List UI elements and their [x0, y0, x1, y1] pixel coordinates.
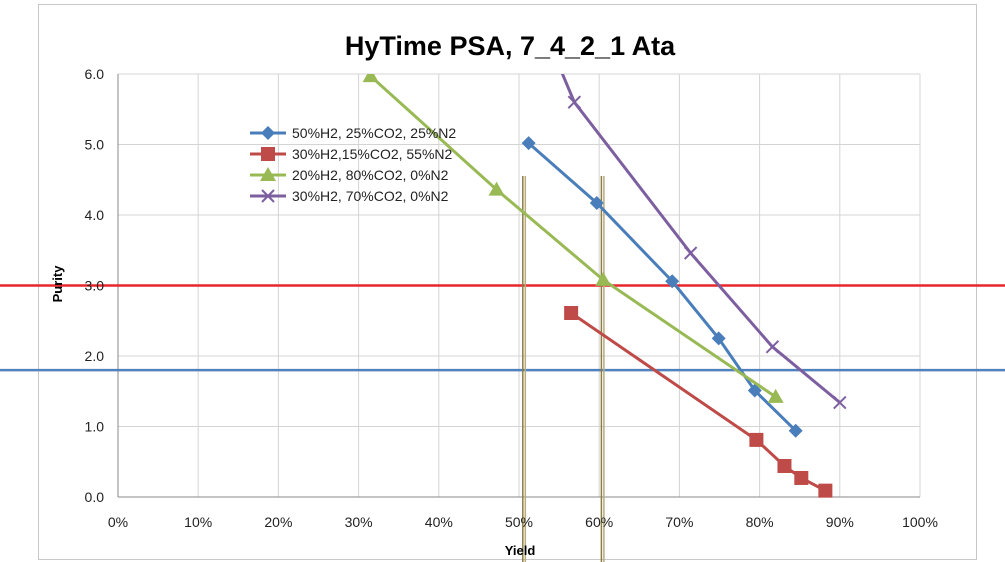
y-tick-label: 5.0	[85, 137, 105, 153]
legend-swatch-marker	[261, 126, 275, 140]
chart-title: HyTime PSA, 7_4_2_1 Ata	[345, 31, 676, 61]
legend-swatch-marker-stroke	[261, 189, 275, 203]
data-point-stroke	[765, 340, 780, 354]
data-point	[767, 388, 784, 403]
x-axis-label: Yield	[505, 543, 536, 558]
data-point	[589, 196, 604, 211]
data-point	[488, 181, 505, 196]
y-tick-label: 0.0	[85, 489, 105, 505]
data-point-stroke	[833, 395, 847, 410]
x-tick-label: 100%	[902, 514, 938, 530]
y-axis-label: Purity	[50, 265, 65, 303]
y-tick-label: 3.0	[85, 278, 105, 294]
data-point	[362, 74, 379, 83]
data-point	[777, 458, 792, 473]
x-tick-label: 70%	[665, 514, 693, 530]
legend-entry-label: 20%H2, 80%CO2, 0%N2	[292, 167, 449, 183]
chart-frame	[38, 4, 977, 560]
legend-swatch-marker	[260, 167, 276, 181]
data-point	[788, 423, 803, 438]
data-point	[595, 271, 612, 286]
x-tick-label: 20%	[264, 514, 292, 530]
legend: 50%H2, 25%CO2, 25%N2 30%H2,15%CO2, 55%N2 2…	[250, 125, 456, 204]
legend-entry-label: 50%H2, 25%CO2, 25%N2	[292, 125, 456, 141]
x-tick-label: 30%	[345, 514, 373, 530]
series-line	[527, 141, 797, 432]
data-point	[564, 305, 579, 320]
y-tick-label: 4.0	[85, 207, 105, 223]
data-point-stroke	[683, 246, 698, 260]
data-point	[521, 136, 536, 151]
tick-labels-layer: 0% 10% 20% 30% 40% 50% 60% 70% 80% 90% 100% 0.0 1.0 2…	[85, 66, 938, 530]
y-tick-label: 6.0	[85, 66, 105, 82]
data-point	[567, 95, 582, 109]
series-line	[560, 74, 841, 404]
data-point	[749, 432, 764, 447]
y-tick-label: 2.0	[85, 348, 105, 364]
x-tick-label: 90%	[826, 514, 854, 530]
data-point	[833, 395, 847, 410]
x-tick-label: 80%	[746, 514, 774, 530]
x-tick-label: 50%	[505, 514, 533, 530]
legend-swatch-marker	[261, 189, 275, 203]
x-tick-label: 60%	[585, 514, 613, 530]
x-tick-label: 40%	[425, 514, 453, 530]
legend-swatch-marker	[261, 147, 275, 161]
data-point	[765, 340, 780, 354]
data-point	[794, 470, 809, 485]
data-point	[818, 483, 833, 498]
data-point	[665, 274, 680, 289]
series-1	[521, 136, 803, 438]
legend-entry-label: 30%H2,15%CO2, 55%N2	[292, 146, 453, 162]
series-line	[369, 75, 777, 399]
reference-lines-layer	[0, 176, 1005, 562]
x-tick-label: 0%	[108, 514, 128, 530]
series-2	[564, 305, 833, 498]
data-point	[747, 383, 762, 398]
data-point-stroke	[567, 95, 582, 109]
data-point	[683, 246, 698, 260]
series-3	[362, 74, 784, 403]
legend-entry-label: 30%H2, 70%CO2, 0%N2	[292, 188, 449, 204]
y-tick-label: 1.0	[85, 419, 105, 435]
series-layer	[362, 74, 847, 498]
series-4	[560, 74, 847, 410]
data-point	[711, 331, 726, 346]
x-tick-label: 10%	[184, 514, 212, 530]
